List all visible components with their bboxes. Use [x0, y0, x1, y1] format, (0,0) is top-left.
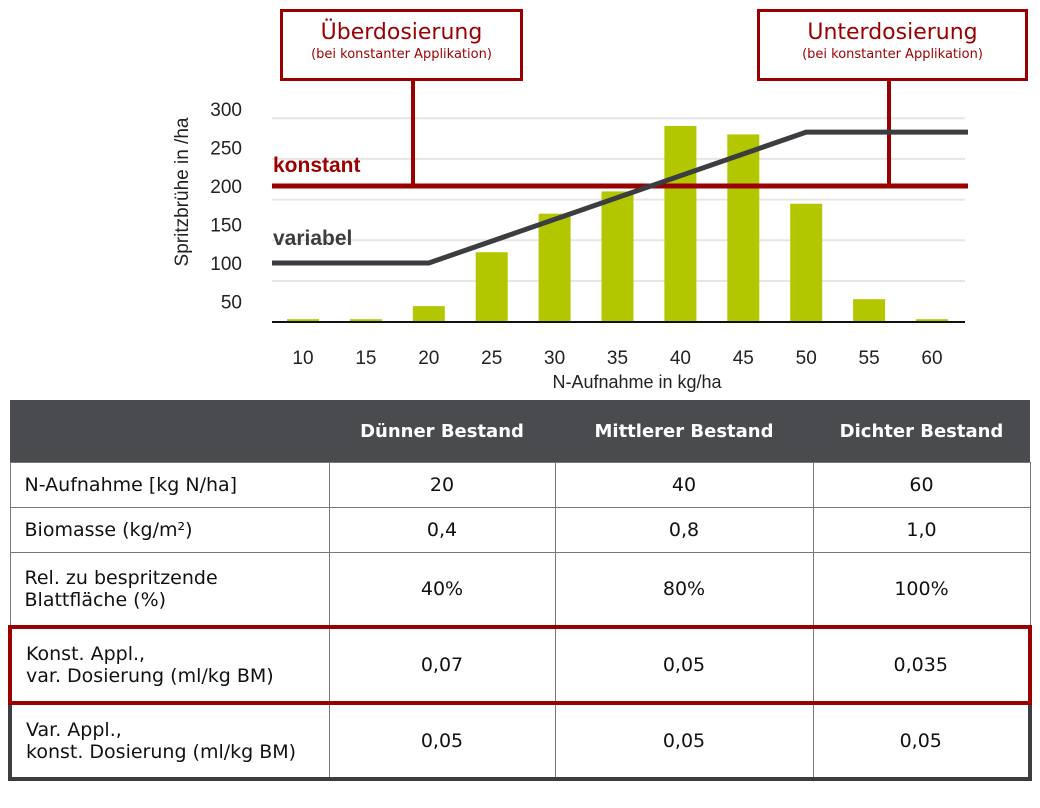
x-axis-title: N-Aufnahme in kg/ha: [552, 372, 722, 392]
y-tick-label: 200: [210, 177, 242, 198]
row-label: Konst. Appl., var. Dosierung (ml/kg BM): [8, 625, 330, 705]
comparison-table: Dünner Bestand Mittlerer Bestand Dichter…: [8, 400, 1032, 781]
label-line: Var. Appl.,: [26, 719, 122, 741]
x-tick-label: 25: [481, 348, 502, 369]
cell: 0,05: [554, 625, 814, 705]
table-row: Biomasse (kg/m²) 0,4 0,8 1,0: [9, 507, 1031, 553]
x-tick-label: 35: [607, 348, 628, 369]
header-cell: Mittlerer Bestand: [555, 400, 813, 463]
bar-50: [790, 203, 823, 322]
cell: 1,0: [812, 507, 1031, 553]
table-row: N-Aufnahme [kg N/ha] 20 40 60: [9, 462, 1031, 508]
header-cell: [10, 400, 329, 463]
cell: 20: [328, 462, 556, 508]
underdose-annotation: Unterdosierung (bei konstanter Applikati…: [757, 9, 1028, 81]
cell: 0,05: [554, 702, 814, 781]
bar-10: [287, 319, 319, 322]
bar-35: [601, 191, 634, 322]
series-label-variabel: variabel: [273, 227, 352, 250]
row-label: N-Aufnahme [kg N/ha]: [9, 462, 330, 508]
overdose-annotation: Überdosierung (bei konstanter Applikatio…: [280, 9, 523, 81]
label-line: var. Dosierung (ml/kg BM): [26, 665, 274, 687]
annotation-title: Unterdosierung: [807, 20, 978, 45]
label-line: Blattfläche (%): [24, 589, 167, 611]
series-label-konstant: konstant: [273, 154, 361, 177]
y-tick-label: 150: [210, 216, 242, 237]
y-axis-title: Spritzbrühe in /ha: [172, 117, 193, 266]
row-label: Rel. zu bespritzende Blattfläche (%): [9, 552, 330, 628]
bar-45: [727, 134, 760, 322]
series-line-variabel: [272, 129, 968, 266]
x-tick-label: 15: [355, 348, 376, 369]
cell: 40: [554, 462, 814, 508]
cell: 0,035: [812, 625, 1032, 705]
x-tick-label: 40: [670, 348, 691, 369]
label-line: konst. Dosierung (ml/kg BM): [26, 741, 297, 763]
cell: 100%: [812, 552, 1031, 628]
cell: 40%: [328, 552, 556, 628]
x-tick-label: 55: [859, 348, 880, 369]
label-line: Konst. Appl.,: [26, 643, 146, 665]
row-label: Var. Appl., konst. Dosierung (ml/kg BM): [8, 702, 330, 781]
y-tick-label: 250: [210, 139, 242, 160]
cell: 0,4: [328, 507, 556, 553]
cell: 80%: [554, 552, 814, 628]
cell: 0,07: [328, 625, 556, 705]
bar-15: [349, 319, 382, 322]
bar-55: [853, 299, 886, 322]
y-tick-label: 100: [210, 254, 242, 275]
bar-30: [538, 213, 571, 322]
bar-25: [475, 252, 508, 322]
cell: 0,8: [554, 507, 814, 553]
table-row: Rel. zu bespritzende Blattfläche (%) 40% …: [9, 552, 1031, 628]
table-header: Dünner Bestand Mittlerer Bestand Dichter…: [10, 400, 1030, 463]
header-cell: Dichter Bestand: [813, 400, 1030, 463]
x-tick-label: 20: [418, 348, 439, 369]
label-line: Rel. zu bespritzende: [24, 567, 218, 589]
cell: 60: [812, 462, 1031, 508]
bar-60: [916, 319, 948, 322]
chart: 50 100 150 200 250 300 10 15 20 25 30 35 40 45 50 55 60 k…: [172, 80, 968, 392]
bar-40: [664, 125, 697, 322]
table-row-highlight-constant: Konst. Appl., var. Dosierung (ml/kg BM) 0…: [8, 625, 1032, 705]
annotation-title: Überdosierung: [320, 20, 483, 45]
x-tick-label: 30: [544, 348, 565, 369]
x-tick-label: 10: [292, 348, 313, 369]
table-row-highlight-variable: Var. Appl., konst. Dosierung (ml/kg BM) 0…: [8, 702, 1032, 781]
y-tick-label: 50: [221, 293, 242, 314]
y-tick-label: 300: [210, 100, 242, 121]
x-tick-label: 60: [921, 348, 942, 369]
x-tick-label: 50: [796, 348, 817, 369]
cell: 0,05: [328, 702, 556, 781]
header-cell: Dünner Bestand: [329, 400, 555, 463]
row-label: Biomasse (kg/m²): [9, 507, 330, 553]
annotation-subtitle: (bei konstanter Applikation): [802, 47, 983, 62]
x-tick-label: 45: [733, 348, 754, 369]
cell: 0,05: [812, 702, 1032, 781]
bar-20: [412, 306, 445, 322]
annotation-subtitle: (bei konstanter Applikation): [311, 47, 492, 62]
